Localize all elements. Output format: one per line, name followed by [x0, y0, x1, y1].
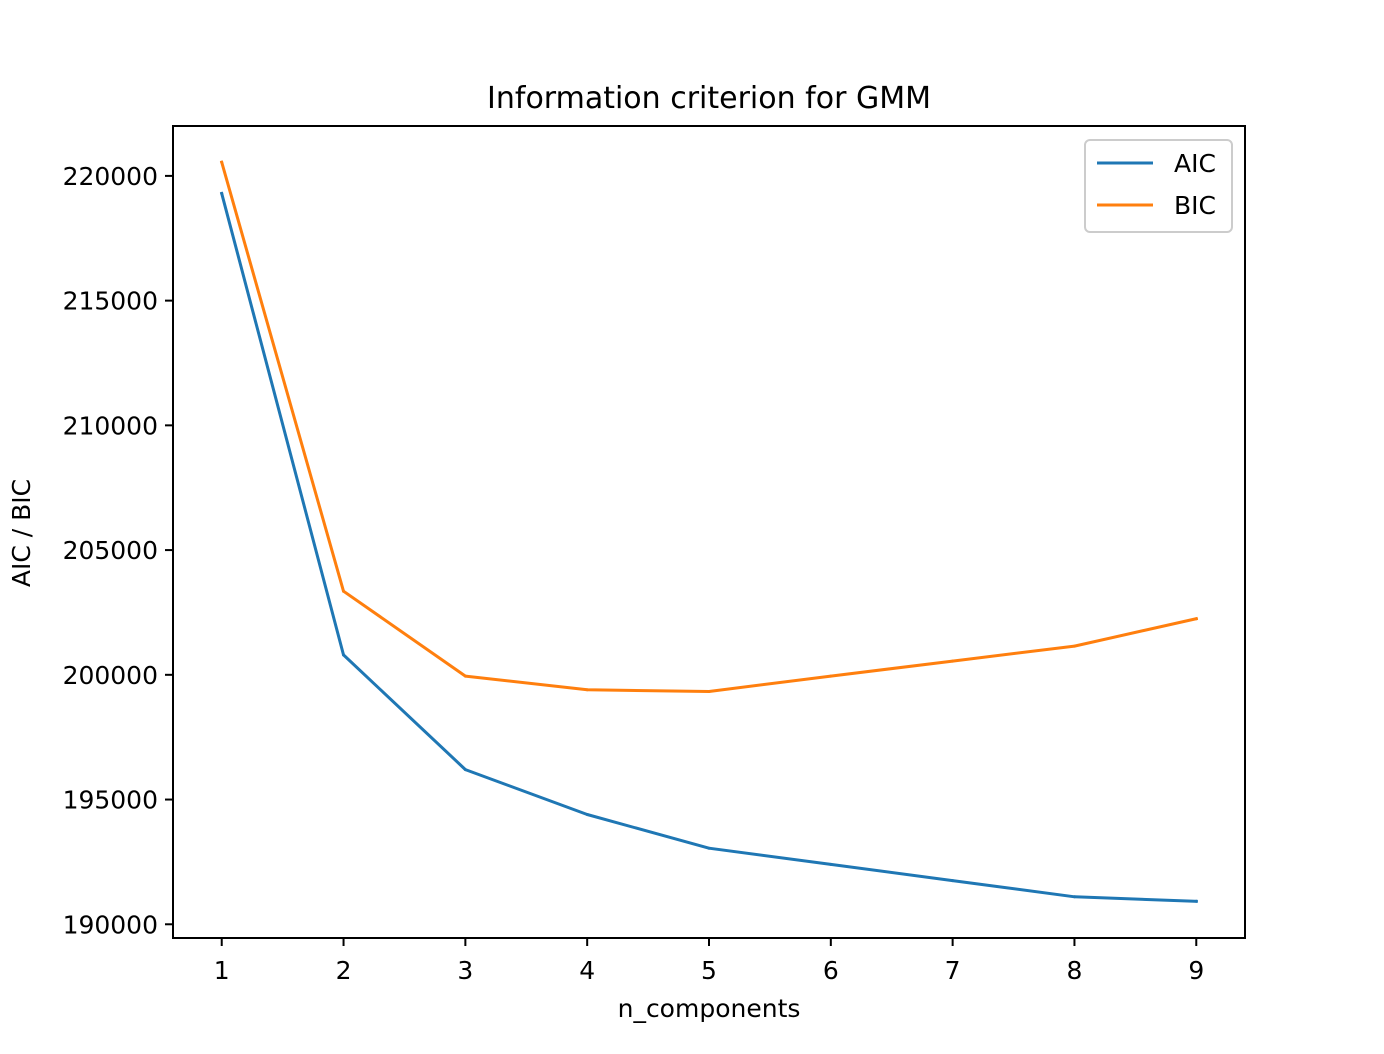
- x-tick-label: 8: [1067, 956, 1083, 985]
- data-point-bic: [220, 160, 224, 164]
- series-layer: [219, 160, 1199, 903]
- data-point-bic: [951, 659, 955, 663]
- data-point-bic: [707, 690, 711, 693]
- y-tick-label: 195000: [63, 786, 158, 815]
- chart-title: Information criterion for GMM: [487, 81, 931, 116]
- y-tick-label: 200000: [63, 661, 158, 690]
- y-tick-label: 220000: [63, 162, 158, 191]
- y-axis-ticks: 190000 195000 200000 205000 210000 215000 2200…: [63, 162, 173, 939]
- legend-label-bic: BIC: [1174, 191, 1216, 220]
- data-point-aic: [463, 768, 467, 772]
- data-point-aic: [1194, 899, 1198, 903]
- data-point-aic: [342, 653, 345, 657]
- legend: AIC BIC: [1084, 139, 1233, 233]
- data-point-aic: [951, 879, 955, 883]
- y-tick-label: 210000: [63, 411, 158, 440]
- x-tick-label: 4: [579, 956, 595, 985]
- x-tick-label: 3: [457, 956, 473, 985]
- data-point-aic: [585, 813, 589, 816]
- x-tick-label: 5: [701, 956, 717, 985]
- x-tick-label: 9: [1188, 956, 1204, 985]
- data-point-aic: [707, 846, 711, 850]
- data-point-bic: [1073, 644, 1076, 648]
- data-point-bic: [829, 674, 833, 678]
- x-tick-label: 2: [336, 956, 352, 985]
- data-point-aic: [829, 862, 833, 866]
- data-point-aic: [1073, 895, 1076, 899]
- y-axis-label: AIC / BIC: [7, 479, 36, 587]
- x-tick-label: 1: [214, 956, 230, 985]
- x-tick-label: 7: [945, 956, 961, 985]
- y-tick-label: 205000: [63, 536, 158, 565]
- legend-label-aic: AIC: [1174, 149, 1216, 178]
- y-tick-label: 190000: [63, 910, 158, 939]
- y-tick-label: 215000: [63, 287, 158, 316]
- x-axis-label: n_components: [618, 994, 801, 1023]
- data-point-bic: [463, 674, 467, 678]
- data-point-bic: [1194, 617, 1198, 621]
- data-point-bic: [342, 589, 345, 593]
- x-axis-ticks: 1 2 3 4 5 6 7 8 9: [214, 938, 1204, 985]
- data-point-aic: [220, 191, 224, 195]
- x-tick-label: 6: [823, 956, 839, 985]
- data-point-bic: [585, 688, 589, 692]
